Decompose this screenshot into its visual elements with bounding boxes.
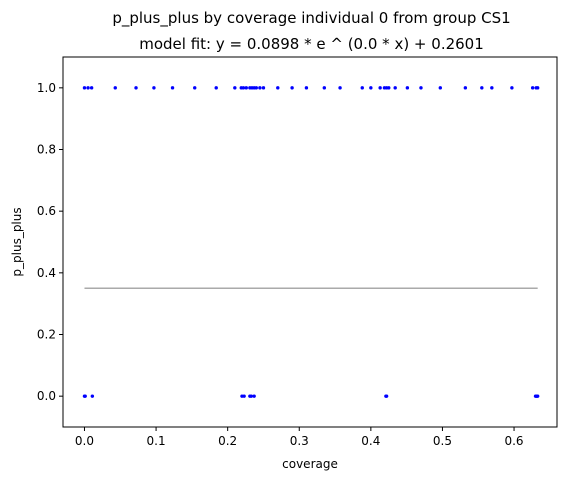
data-point	[304, 86, 309, 90]
data-point	[384, 394, 389, 398]
data-point	[82, 86, 87, 90]
data-point	[258, 86, 262, 90]
y-tick-label: 0.4	[37, 266, 56, 280]
x-tick-label: 0.6	[504, 434, 523, 448]
data-point	[480, 86, 484, 90]
x-axis-label: coverage	[282, 457, 338, 471]
data-point	[152, 86, 156, 90]
data-point	[86, 86, 90, 90]
data-point	[463, 86, 468, 90]
data-point	[338, 86, 342, 90]
y-tick-label: 0.0	[37, 389, 56, 403]
y-tick-label: 0.6	[37, 204, 56, 218]
data-point	[241, 86, 246, 90]
data-point	[249, 394, 253, 398]
chart-title: p_plus_plus by coverage individual 0 fro…	[112, 9, 511, 27]
data-point	[170, 86, 175, 90]
chart-subtitle: model fit: y = 0.0898 * e ^ (0.0 * x) + …	[139, 35, 484, 53]
data-point	[438, 86, 443, 90]
data-point	[322, 86, 327, 90]
data-point	[405, 86, 410, 90]
y-tick-label: 0.8	[37, 143, 56, 157]
data-point	[369, 86, 373, 90]
data-point	[214, 86, 218, 90]
data-point	[90, 394, 95, 398]
data-point	[535, 394, 540, 398]
data-point	[276, 86, 280, 90]
data-point	[360, 86, 364, 90]
data-point	[261, 86, 266, 90]
data-point	[387, 86, 391, 90]
y-tick-label: 0.2	[37, 328, 56, 342]
x-tick-label: 0.5	[433, 434, 452, 448]
data-point	[134, 86, 138, 90]
data-point	[254, 86, 259, 90]
x-tick-label: 0.1	[147, 434, 166, 448]
data-point	[252, 394, 256, 398]
data-point	[244, 86, 248, 90]
data-point	[378, 86, 382, 90]
data-point	[393, 86, 397, 90]
axes-frame	[62, 56, 558, 428]
y-axis-label: p_plus_plus	[10, 207, 24, 276]
y-tick-label: 1.0	[37, 81, 56, 95]
data-point	[242, 394, 246, 398]
data-point	[193, 86, 197, 90]
data-point	[113, 86, 117, 90]
data-point	[535, 86, 540, 90]
data-point	[83, 394, 87, 398]
x-tick-label: 0.2	[218, 434, 237, 448]
data-point	[510, 86, 514, 90]
x-tick-label: 0.0	[75, 434, 94, 448]
data-point	[233, 86, 237, 90]
data-point	[89, 86, 94, 90]
data-point	[530, 86, 535, 90]
data-point	[490, 86, 494, 90]
data-point	[419, 86, 423, 90]
x-tick-label: 0.4	[361, 434, 380, 448]
data-point	[290, 86, 294, 90]
x-tick-label: 0.3	[290, 434, 309, 448]
